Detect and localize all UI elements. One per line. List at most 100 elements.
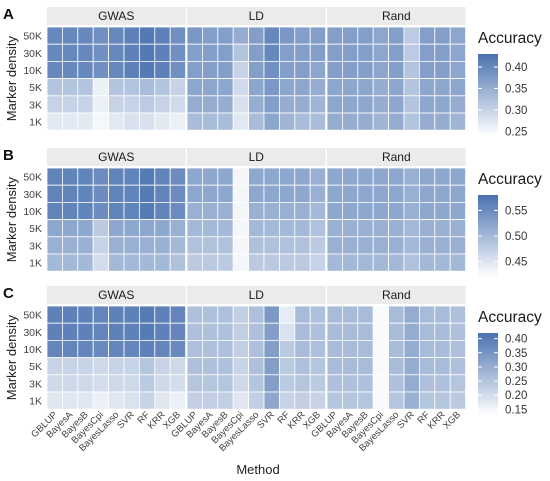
- heatmap-cell: [403, 253, 420, 272]
- legend-tick-label: 0.55: [505, 205, 527, 217]
- y-tick-label: 10K: [23, 344, 42, 356]
- facet-rand: Rand: [326, 148, 467, 272]
- heatmap-cell: [403, 167, 420, 186]
- x-tick-label: SVR: [255, 409, 277, 431]
- heatmap-cell: [138, 26, 156, 45]
- heatmap-cell: [294, 26, 311, 45]
- heatmap-cell: [326, 26, 343, 45]
- heatmap-cell: [434, 43, 451, 62]
- heatmap-cell: [108, 26, 125, 45]
- panel-b: B Marker density 50K 30K 10K 5K 3K 1K GWAS LD Rand…: [3, 147, 542, 277]
- heatmap-cell: [248, 43, 265, 62]
- heatmap-cell: [403, 391, 420, 410]
- y-tick-label: 10K: [23, 65, 42, 77]
- legend-title: Accuracy: [478, 30, 542, 47]
- heatmap-cell: [309, 322, 327, 341]
- heatmap-cell: [248, 61, 265, 80]
- y-tick-label: 30K: [23, 189, 42, 201]
- facet-strip: [327, 148, 466, 166]
- heatmap-cell: [217, 374, 234, 393]
- heatmap-cell: [341, 236, 359, 255]
- y-tick-label: 1K: [29, 258, 42, 270]
- facet-rand: Rand: [326, 7, 467, 131]
- heatmap-cell: [418, 61, 436, 80]
- heatmap-cell: [92, 78, 109, 97]
- heatmap-cell: [201, 236, 219, 255]
- heatmap-cell: [92, 236, 109, 255]
- heatmap-cell: [449, 253, 467, 272]
- heatmap-cell: [108, 43, 125, 62]
- facet-strip: [327, 286, 466, 304]
- heatmap-cell: [418, 167, 436, 186]
- heatmap-cell: [169, 61, 186, 80]
- heatmap-cell: [217, 43, 234, 62]
- heatmap-cell: [449, 322, 467, 341]
- heatmap-cell: [123, 43, 140, 62]
- heatmap-cell: [154, 43, 171, 62]
- heatmap-cell: [186, 184, 203, 203]
- heatmap-cell: [108, 167, 125, 186]
- heatmap-cell: [357, 236, 374, 255]
- heatmap-cell: [326, 374, 343, 393]
- heatmap-cell: [108, 339, 125, 358]
- y-tick-label: 50K: [23, 172, 42, 184]
- heatmap-cell: [201, 201, 219, 220]
- heatmap-cell: [357, 112, 374, 131]
- heatmap-cell: [248, 78, 265, 97]
- heatmap-cell: [232, 339, 249, 358]
- heatmap-cell: [108, 357, 125, 376]
- heatmap-cell: [169, 236, 186, 255]
- heatmap-cell: [388, 219, 405, 238]
- heatmap-cell: [62, 78, 79, 97]
- heatmap-cell: [217, 391, 234, 410]
- heatmap-cell: [201, 184, 219, 203]
- heatmap-cell: [92, 184, 109, 203]
- heatmap-cell: [46, 236, 63, 255]
- legend-tick-label: 0.40: [505, 334, 527, 346]
- heatmap-cell: [232, 43, 249, 62]
- legend-colorbar: [478, 195, 498, 277]
- legend-title: Accuracy: [478, 171, 542, 188]
- heatmap-cell: [248, 305, 265, 324]
- heatmap-cell: [248, 339, 265, 358]
- heatmap-cell: [341, 391, 359, 410]
- heatmap-cell: [403, 357, 420, 376]
- heatmap-cell: [278, 305, 296, 324]
- heatmap-cell: [294, 219, 311, 238]
- facet-gwas: GWAS: [46, 148, 186, 272]
- heatmap-cell: [154, 253, 171, 272]
- heatmap-cell: [46, 253, 63, 272]
- facet-strip-label: LD: [249, 150, 265, 164]
- heatmap-cell: [108, 322, 125, 341]
- legend-tick-label: 0.25: [505, 376, 527, 388]
- heatmap-cell: [62, 305, 79, 324]
- heatmap-cell: [326, 322, 343, 341]
- facet-strip-label: Rand: [382, 288, 411, 302]
- heatmap-cell: [357, 391, 374, 410]
- heatmap-cell: [418, 236, 436, 255]
- facet-strip-label: Rand: [382, 150, 411, 164]
- heatmap-cell: [186, 78, 203, 97]
- heatmap-cell: [77, 95, 94, 114]
- heatmap-cell: [278, 43, 296, 62]
- heatmap-cell: [77, 61, 94, 80]
- heatmap-cell: [217, 167, 234, 186]
- heatmap-cell: [388, 167, 405, 186]
- heatmap-cell: [418, 78, 436, 97]
- heatmap-cell: [92, 339, 109, 358]
- heatmap-cell: [278, 219, 296, 238]
- y-tick-label: 30K: [23, 327, 42, 339]
- heatmap-cell: [248, 26, 265, 45]
- heatmap-cell: [248, 253, 265, 272]
- facet-strip-label: Rand: [382, 9, 411, 23]
- heatmap-cell: [201, 167, 219, 186]
- heatmap-cell: [248, 219, 265, 238]
- heatmap-cell: [263, 95, 280, 114]
- heatmap-cell: [108, 184, 125, 203]
- heatmap-cell: [294, 339, 311, 358]
- heatmap-cell: [434, 305, 451, 324]
- heatmap-cell: [169, 219, 186, 238]
- heatmap-cell: [372, 61, 390, 80]
- heatmap-cell: [294, 61, 311, 80]
- heatmap-cell: [62, 201, 79, 220]
